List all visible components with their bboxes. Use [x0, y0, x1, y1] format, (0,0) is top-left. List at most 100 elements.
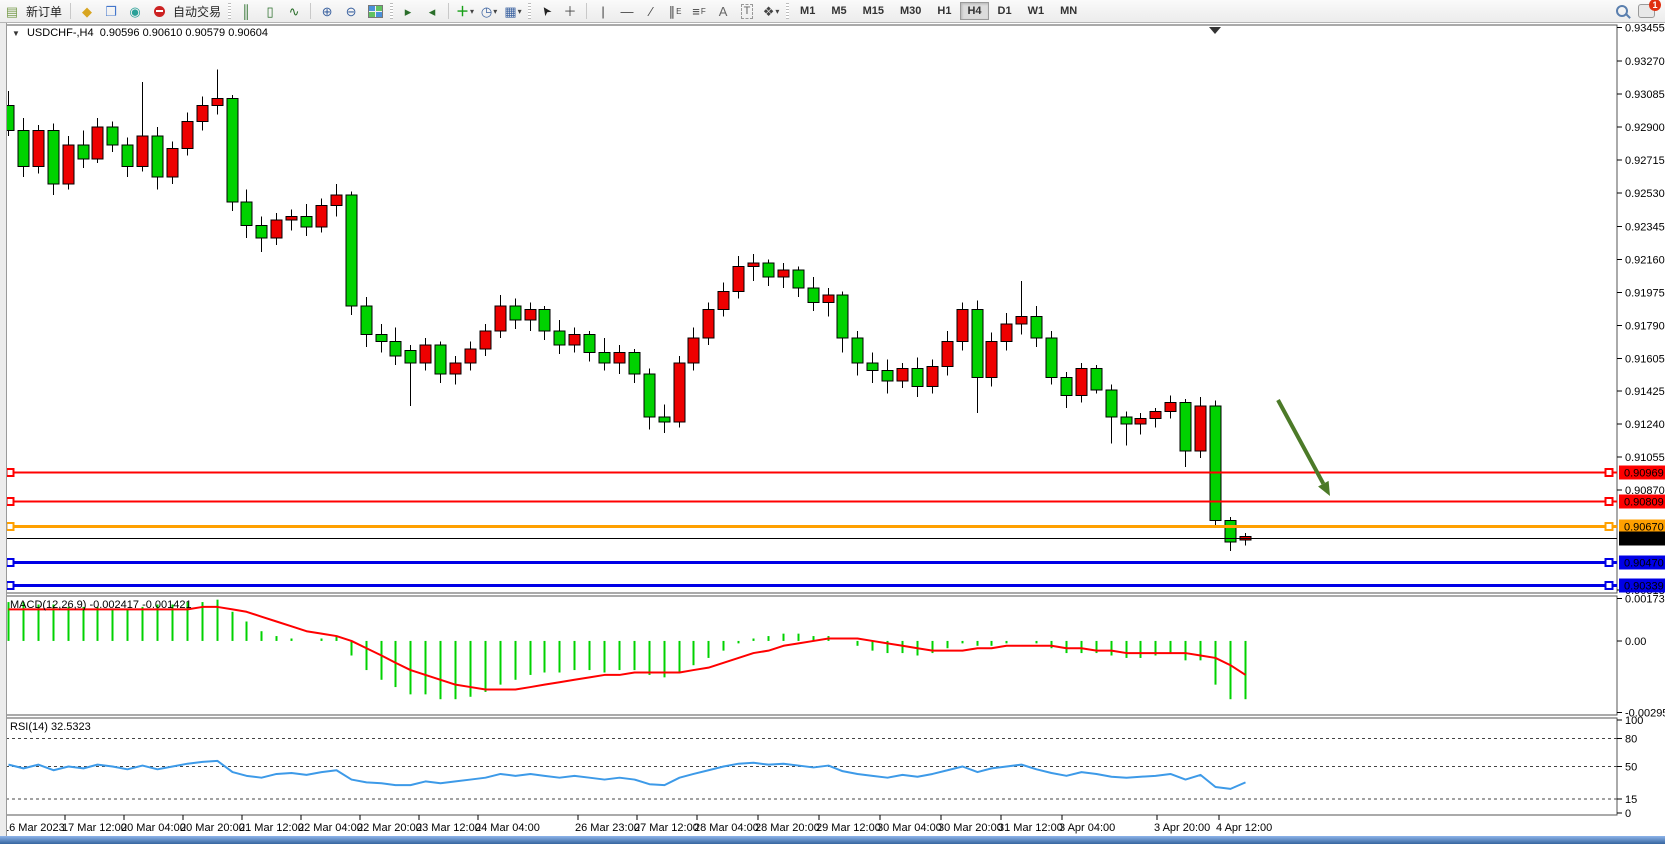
time-label: 27 Mar 12:00 — [634, 822, 699, 834]
tab-h4[interactable]: H4 — [960, 2, 989, 20]
rsi-line — [8, 759, 1246, 790]
auto-scroll-button[interactable]: ▸ — [396, 1, 420, 21]
fibonacci-button[interactable]: ≡ F — [687, 1, 711, 21]
price-tag — [1619, 578, 1665, 593]
line-chart-icon: ∿ — [288, 3, 300, 19]
line-handle[interactable] — [5, 468, 15, 477]
candle-bear — [1090, 367, 1103, 391]
zoom-out-button[interactable]: ⊖ — [339, 1, 363, 21]
horizontal-line-button[interactable]: — — [615, 1, 639, 21]
line-handle[interactable] — [1604, 581, 1614, 590]
bid-price-tag — [1619, 531, 1665, 546]
rsi-tick-label: 50 — [1625, 762, 1637, 774]
autotrade-button[interactable] — [147, 1, 171, 21]
channel-label: E — [676, 6, 682, 16]
tab-h1[interactable]: H1 — [937, 5, 952, 17]
macd-tick-label: -0.00295 — [1625, 708, 1665, 720]
tile-windows-button[interactable] — [363, 1, 387, 21]
candle-bull — [1134, 418, 1147, 425]
indicators-button[interactable]: ＋ ▾ — [453, 1, 477, 21]
line-handle[interactable] — [1604, 558, 1614, 567]
candlestick-button[interactable]: ▯ — [258, 1, 282, 21]
line-handle[interactable] — [5, 581, 15, 590]
line-handle[interactable] — [1604, 497, 1614, 506]
candle-bull — [777, 269, 790, 278]
search-icon[interactable] — [1616, 5, 1628, 17]
time-label: 28 Mar 04:00 — [694, 822, 759, 834]
chart-window-button[interactable]: ❐ — [99, 1, 123, 21]
line-handle[interactable] — [5, 522, 15, 531]
notifications-icon[interactable]: 1 — [1638, 0, 1661, 18]
tile-windows-icon — [367, 4, 383, 18]
templates-button[interactable]: ▦ ▾ — [501, 1, 525, 21]
candle-bear — [911, 367, 924, 387]
tab-m5[interactable]: M5 — [831, 5, 847, 17]
line-chart-button[interactable]: ∿ — [282, 1, 306, 21]
time-label: 31 Mar 12:00 — [998, 822, 1063, 834]
cursor-button[interactable]: ➤ — [534, 1, 558, 21]
candle-bear — [1105, 389, 1118, 418]
line-handle[interactable] — [1604, 522, 1614, 531]
line-handle[interactable] — [1604, 468, 1614, 477]
candle-bull — [32, 130, 45, 167]
tab-d1[interactable]: D1 — [997, 5, 1012, 17]
candle-bear — [389, 341, 402, 357]
signal-button[interactable]: ◉ — [123, 1, 147, 21]
tab-m30[interactable]: M30 — [900, 5, 922, 17]
tab-mn[interactable]: MN — [1060, 5, 1078, 17]
gold-diamond-icon: ◆ — [82, 3, 93, 19]
tab-m15[interactable]: M15 — [862, 5, 884, 17]
trendline-button[interactable]: ∕ — [639, 1, 663, 21]
time-label: 21 Mar 12:00 — [239, 822, 304, 834]
text-label-button[interactable]: T — [735, 1, 759, 21]
channel-button[interactable]: ∥ E — [663, 1, 687, 21]
line-handle[interactable] — [5, 558, 15, 567]
zoom-in-button[interactable]: ⊕ — [315, 1, 339, 21]
candle-bull — [747, 262, 760, 268]
chart-shift-button[interactable]: ◂ — [420, 1, 444, 21]
time-label: 16 Mar 2023 — [3, 822, 65, 834]
candle-bull — [896, 367, 909, 382]
market-watch-button[interactable]: ◆ — [75, 1, 99, 21]
crosshair-button[interactable]: ＋ — [558, 1, 582, 21]
time-label: 29 Mar 12:00 — [816, 822, 881, 834]
price-tag — [1619, 555, 1665, 570]
chart-shift-marker[interactable] — [1209, 27, 1221, 34]
tab-m1[interactable]: M1 — [800, 5, 816, 17]
trend-arrow[interactable] — [1276, 399, 1326, 485]
horizontal-line-icon: — — [620, 3, 634, 19]
vertical-line-button[interactable]: | — [591, 1, 615, 21]
candle-bull — [941, 341, 954, 368]
main-pane — [5, 24, 1618, 594]
toolbar-grip — [390, 3, 394, 19]
new-order-button[interactable]: ▤ — [0, 1, 24, 21]
candle-bull — [285, 215, 298, 221]
candle-bull — [166, 147, 179, 178]
line-handle[interactable] — [5, 497, 15, 506]
candle-bull — [717, 291, 730, 310]
candle-bull — [464, 348, 477, 364]
shapes-button[interactable]: ❖ ▾ — [759, 1, 783, 21]
bar-chart-button[interactable]: ║ — [234, 1, 258, 21]
autotrade-label[interactable]: 自动交易 — [173, 4, 222, 19]
candle-bear — [121, 144, 134, 167]
price-tick-label: 0.92160 — [1625, 254, 1665, 266]
candle-bear — [1030, 316, 1043, 339]
tab-w1[interactable]: W1 — [1027, 5, 1045, 17]
rsi-indicator-label: RSI(14) 32.5323 — [10, 721, 91, 733]
candle-bull — [196, 105, 209, 123]
time-label: 20 Mar 04:00 — [121, 822, 186, 834]
price-tag — [1619, 519, 1665, 534]
candle-bull — [673, 362, 686, 423]
candle-bear — [1045, 337, 1058, 378]
price-tag — [1619, 494, 1665, 509]
periods-button[interactable]: ◷ ▾ — [477, 1, 501, 21]
text-tool-button[interactable]: A — [711, 1, 735, 21]
collapse-triangle-icon[interactable]: ▼ — [12, 29, 20, 38]
time-label: 30 Mar 04:00 — [877, 822, 942, 834]
price-tag-label: 0.90969 — [1624, 468, 1664, 480]
new-order-label[interactable]: 新订单 — [26, 4, 63, 19]
candle-bear — [553, 330, 566, 346]
chart-shift-icon: ◂ — [428, 3, 436, 19]
